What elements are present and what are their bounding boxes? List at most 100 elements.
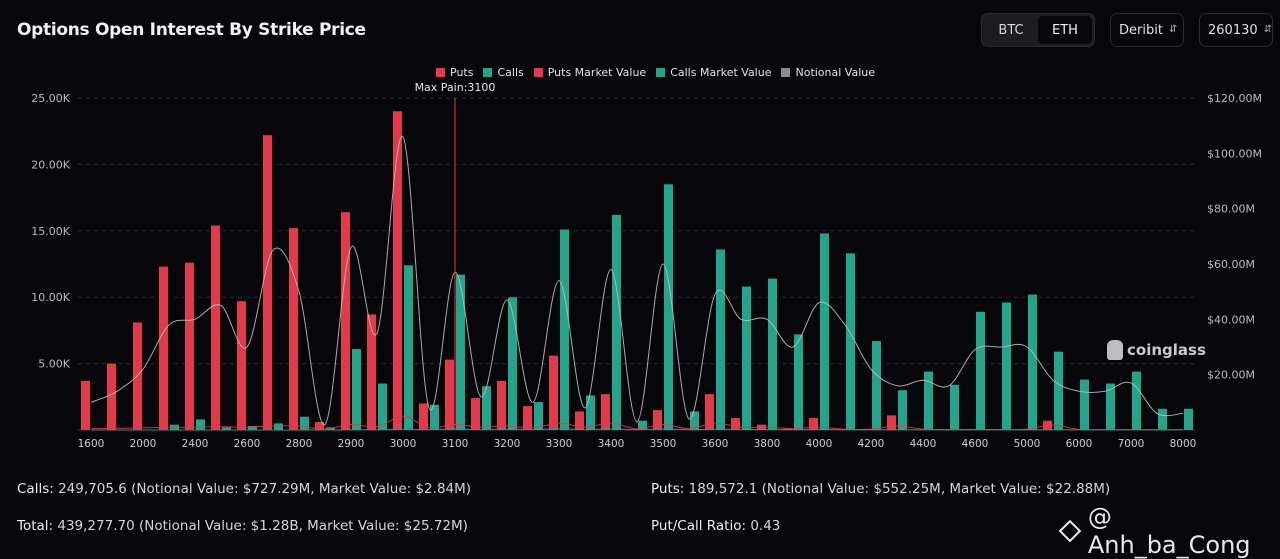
author-handle: @ Anh_ba_Cong [1087, 503, 1251, 559]
call-bar-3150 [482, 386, 491, 430]
puts-summary-label: Puts: [651, 481, 685, 497]
x-tick-label: 1600 [78, 438, 105, 450]
legend-label: Calls Market Value [670, 66, 772, 79]
put-call-ratio: Put/Call Ratio: 0.43 [651, 518, 780, 534]
call-bar-2900 [352, 348, 361, 430]
legend-swatch [781, 68, 791, 77]
puts-summary: Puts: 189,572.1 (Notional Value: $552.25… [651, 481, 1110, 497]
put-bar-3100 [445, 359, 454, 430]
put-bar-2800 [289, 228, 298, 430]
call-bar-4500 [950, 384, 959, 430]
legend-label: Calls [497, 66, 524, 79]
asset-option-btc[interactable]: BTC [998, 22, 1024, 38]
put-bar-2700 [263, 135, 272, 430]
legend-label: Puts [450, 66, 474, 79]
legend-label: Notional Value [795, 66, 876, 79]
call-bar-3050 [430, 404, 439, 430]
calls-summary-label: Calls: [17, 481, 54, 497]
call-bar-2400 [196, 419, 205, 430]
author-watermark: @ Anh_ba_Cong [1058, 503, 1280, 559]
x-tick-label: 3500 [650, 438, 677, 450]
calls-summary: Calls: 249,705.6 (Notional Value: $727.2… [17, 481, 471, 497]
call-bar-4200 [872, 341, 881, 430]
left-tick-label: 20.00K [31, 158, 70, 171]
put-bar-3300 [549, 355, 558, 430]
call-bar-6000 [1080, 379, 1089, 430]
call-bar-6500 [1106, 383, 1115, 430]
right-tick-label: $120.00M [1207, 92, 1262, 105]
legend-item-notional-value[interactable]: Notional Value [781, 66, 875, 79]
call-bar-3550 [690, 411, 699, 430]
x-tick-label: 5000 [1014, 438, 1041, 450]
right-tick-label: $20.00M [1207, 369, 1255, 382]
left-tick-label: 10.00K [31, 291, 70, 304]
legend-swatch [656, 68, 666, 77]
call-bar-3300 [560, 229, 569, 430]
exchange-select[interactable]: Deribit ⇵ [1110, 13, 1184, 47]
call-bar-3600 [716, 249, 725, 430]
right-tick-label: $80.00M [1207, 203, 1255, 216]
coinglass-watermark: coinglass [1107, 340, 1206, 360]
max-pain-annotation: Max Pain:3100 [415, 81, 495, 430]
page-title: Options Open Interest By Strike Price [17, 20, 366, 40]
put-bar-3500 [653, 410, 662, 430]
x-tick-label: 4600 [962, 438, 989, 450]
call-bar-4400 [924, 371, 933, 430]
call-bar-4300 [898, 390, 907, 430]
expiry-select[interactable]: 260130 ⇵ [1199, 13, 1273, 47]
put-call-ratio-value: 0.43 [750, 518, 781, 534]
call-bar-3400 [612, 214, 621, 430]
right-tick-label: $100.00M [1207, 147, 1262, 160]
call-bar-2600 [248, 426, 257, 430]
call-bar-8000 [1184, 408, 1193, 430]
call-bar-4800 [1002, 302, 1011, 430]
put-bar-3400 [601, 394, 610, 430]
call-bar-4100 [846, 253, 855, 430]
legend-item-calls[interactable]: Calls [483, 66, 524, 79]
x-tick-label: 2400 [182, 438, 209, 450]
x-tick-label: 4400 [910, 438, 937, 450]
x-tick-label: 2000 [130, 438, 157, 450]
chevron-updown-icon: ⇵ [1263, 24, 1273, 35]
call-bar-3700 [742, 286, 751, 430]
call-bar-3250 [534, 402, 543, 430]
total-summary: Total: 439,277.70 (Notional Value: $1.28… [17, 518, 468, 534]
call-bar-3000 [404, 265, 413, 430]
exchange-value: Deribit [1119, 22, 1163, 38]
right-tick-label: $40.00M [1207, 313, 1255, 326]
put-bar-3700 [731, 418, 740, 430]
asset-option-eth[interactable]: ETH [1038, 16, 1092, 44]
legend-swatch [533, 68, 543, 77]
x-axis: 1600 2000 2400 2600 2800 2900 3000 3100 3200 3300… [78, 438, 1197, 450]
x-tick-label: 2900 [338, 438, 365, 450]
total-summary-label: Total: [17, 518, 54, 534]
puts-summary-value: 189,572.1 (Notional Value: $552.25M, Mar… [688, 481, 1111, 497]
lines [90, 136, 1184, 431]
right-tick-label: $60.00M [1207, 258, 1255, 271]
bars [81, 111, 1193, 430]
call-bar-3900 [794, 334, 803, 430]
legend-item-calls-market-value[interactable]: Calls Market Value [656, 66, 771, 79]
left-tick-label: 5.00K [38, 358, 70, 371]
x-tick-label: 4200 [858, 438, 885, 450]
legend-item-puts[interactable]: Puts [436, 66, 473, 79]
put-bar-1800 [107, 363, 116, 430]
put-call-ratio-label: Put/Call Ratio: [651, 518, 747, 534]
call-bar-3800 [768, 278, 777, 430]
legend-label: Puts Market Value [547, 66, 647, 79]
call-bar-2500 [222, 427, 231, 430]
put-bar-2600 [237, 301, 246, 430]
calls-summary-value: 249,705.6 (Notional Value: $727.29M, Mar… [58, 481, 472, 497]
call-bar-3500 [664, 184, 673, 430]
legend-swatch [483, 68, 493, 77]
legend-item-puts-market-value[interactable]: Puts Market Value [533, 66, 647, 79]
x-tick-label: 2600 [234, 438, 261, 450]
asset-toggle: BTC ETH [981, 13, 1095, 47]
call-bar-2950 [378, 383, 387, 430]
put-bar-3050 [419, 403, 428, 430]
put-bar-4300 [887, 415, 896, 430]
put-bar-2000 [133, 322, 142, 430]
calls-market-value-line [91, 428, 1184, 431]
call-bar-5500 [1054, 351, 1063, 430]
x-tick-label: 3600 [702, 438, 729, 450]
